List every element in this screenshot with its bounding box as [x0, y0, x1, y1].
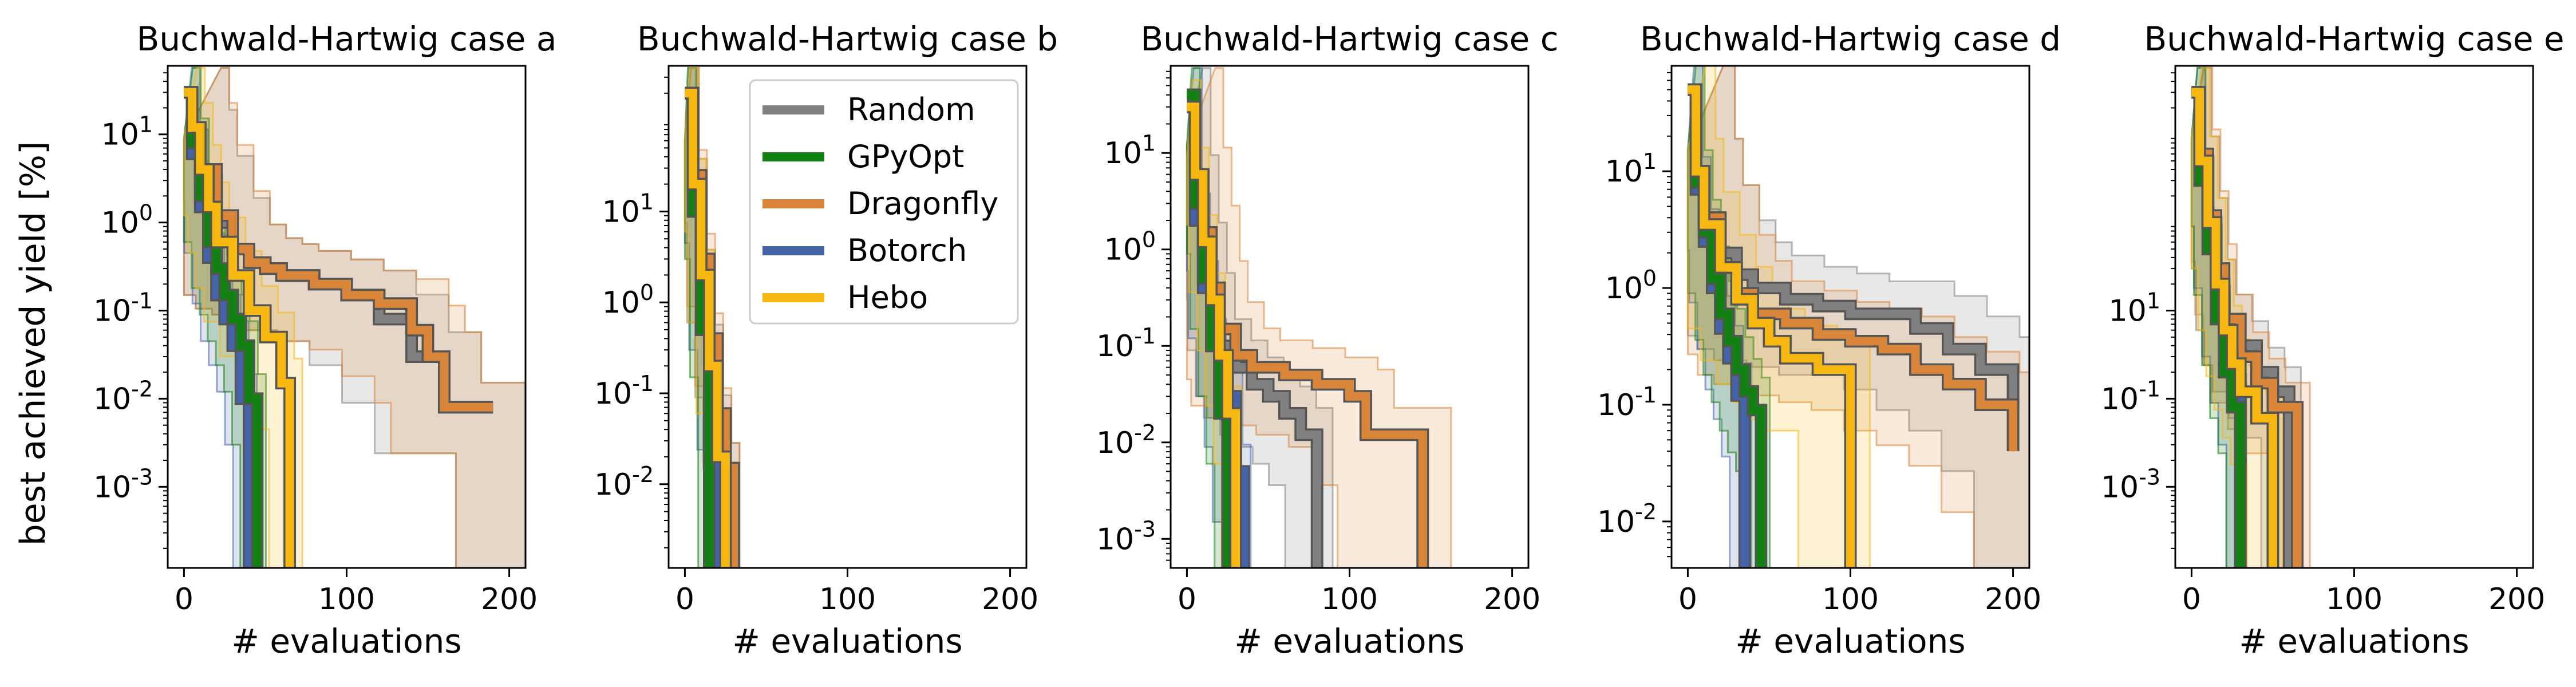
- x-tick-label: 200: [481, 582, 538, 617]
- x-tick-label: 100: [2326, 582, 2383, 617]
- x-tick-label: 200: [982, 582, 1038, 617]
- x-tick-label: 0: [175, 582, 193, 617]
- plot-area: [1686, 66, 2029, 568]
- legend-label: Random: [847, 92, 975, 128]
- legend-box: [749, 79, 1019, 325]
- x-tick-label: 100: [819, 582, 876, 617]
- legend-item-dragonfly: Dragonfly: [762, 185, 998, 222]
- x-tick-label: 0: [2182, 582, 2201, 617]
- panel-title: Buchwald-Hartwig case c: [1140, 19, 1558, 58]
- x-axis-label: # evaluations: [1234, 622, 1464, 661]
- legend-label: GPyOpt: [847, 139, 964, 175]
- plot-area: [183, 66, 526, 568]
- x-axis-label: # evaluations: [2239, 622, 2469, 661]
- y-tick-label: 10-2: [93, 376, 153, 416]
- y-tick-label: 10-3: [93, 464, 153, 504]
- panel-title: Buchwald-Hartwig case e: [2144, 19, 2564, 58]
- y-tick-label: 101: [2109, 289, 2160, 329]
- panel-0: 0 100 200 10-3 10-2 10-1 100 101 Buchwald-Hartwi…: [93, 19, 557, 661]
- x-tick-label: 0: [1678, 582, 1697, 617]
- band-dragonfly: [1186, 67, 1452, 568]
- x-axis-label: # evaluations: [231, 622, 461, 661]
- y-tick-label: 10-1: [1096, 323, 1156, 364]
- y-tick-label: 10-1: [1597, 382, 1657, 423]
- band-dragonfly: [183, 66, 526, 568]
- legend-item-gpyopt: GPyOpt: [762, 139, 964, 175]
- legend-item-random: Random: [762, 92, 975, 128]
- plot-area: [2190, 66, 2311, 568]
- x-tick-label: 100: [1321, 582, 1378, 617]
- x-tick-label: 200: [2488, 582, 2545, 617]
- y-tick-label: 10-2: [594, 462, 654, 502]
- y-tick-label: 100: [101, 200, 153, 240]
- y-tick-label: 101: [101, 112, 153, 152]
- y-tick-label: 100: [602, 280, 654, 320]
- series-hebo: [2191, 88, 2277, 568]
- x-tick-label: 200: [1985, 582, 2041, 617]
- legend-item-botorch: Botorch: [762, 232, 967, 269]
- x-axis-label: # evaluations: [732, 622, 962, 661]
- y-tick-label: 10-3: [1096, 516, 1156, 556]
- x-tick-label: 0: [1178, 582, 1196, 617]
- panel-2: 0 100 200 10-3 10-2 10-1 100 101 Buchwald-Hartwi…: [1096, 19, 1559, 661]
- panels: 0 100 200 10-3 10-2 10-1 100 101 Buchwald-Hartwi…: [93, 19, 2565, 661]
- series-hebo: [685, 89, 730, 568]
- series-dragonfly: [2191, 88, 2302, 568]
- panel-3: 0 100 200 10-2 10-1 100 101 Buchwald-Hartwig ca…: [1597, 19, 2061, 661]
- y-tick-label: 101: [602, 189, 654, 229]
- band-dragonfly: [2190, 66, 2311, 568]
- panel-title: Buchwald-Hartwig case a: [137, 19, 557, 58]
- plot-area: [1186, 67, 1452, 568]
- panel-1: 0 100 200 10-2 10-1 100 101 Buchwald-Hartwig ca…: [594, 19, 1058, 661]
- series-hebo: [1688, 85, 1855, 568]
- y-tick-label: 10-2: [1597, 499, 1657, 539]
- plot-area: [683, 67, 741, 568]
- y-tick-label: 100: [1104, 227, 1156, 267]
- y-tick-label: 101: [1104, 131, 1156, 171]
- y-axis-label: best achieved yield [%]: [13, 141, 53, 546]
- y-tick-label: 101: [1605, 149, 1657, 189]
- y-tick-label: 10-2: [1096, 420, 1156, 460]
- panel-title: Buchwald-Hartwig case b: [637, 19, 1058, 58]
- panel-4: 0 100 200 10-3 10-1 101 Buchwald-Hartwig case …: [2101, 19, 2565, 661]
- series-hebo: [184, 88, 294, 568]
- legend-label: Dragonfly: [847, 185, 998, 222]
- x-axis-label: # evaluations: [1735, 622, 1965, 661]
- legend-item-hebo: Hebo: [762, 279, 928, 315]
- y-tick-label: 10-1: [594, 371, 654, 411]
- x-tick-label: 100: [318, 582, 375, 617]
- y-tick-label: 100: [1605, 266, 1657, 306]
- y-tick-label: 10-3: [2101, 464, 2160, 504]
- x-tick-label: 200: [1484, 582, 1540, 617]
- legend-label: Hebo: [847, 279, 928, 315]
- x-tick-label: 0: [675, 582, 694, 617]
- series-gpyopt: [2191, 88, 2245, 568]
- legend-label: Botorch: [847, 232, 967, 269]
- x-tick-label: 100: [1822, 582, 1879, 617]
- y-tick-label: 10-1: [93, 289, 153, 329]
- y-tick-label: 10-1: [2101, 376, 2160, 416]
- series-hebo: [1187, 102, 1240, 568]
- legend: Random GPyOpt Dragonfly Botorch Hebo: [749, 79, 1019, 325]
- panel-title: Buchwald-Hartwig case d: [1640, 19, 2061, 58]
